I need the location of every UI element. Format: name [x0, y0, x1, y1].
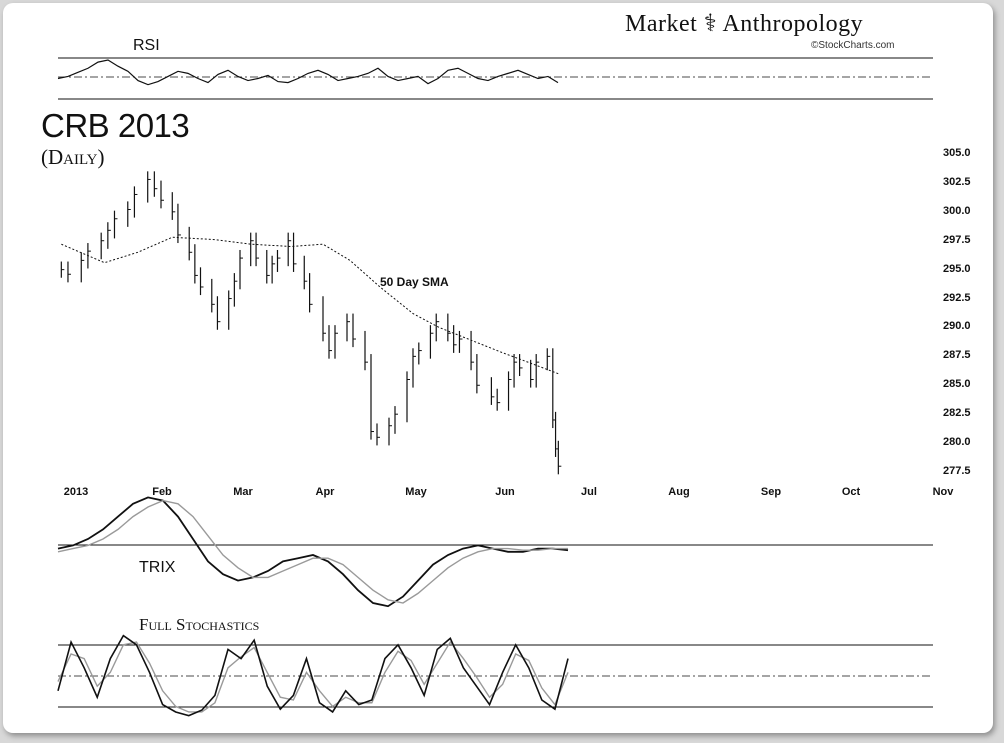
y-tick-label: 290.0: [943, 320, 971, 333]
y-tick-label: 302.5: [943, 175, 971, 188]
sma-line: [61, 236, 559, 375]
stockcharts-credit: ©StockCharts.com: [811, 40, 895, 51]
y-tick-label: 295.0: [943, 262, 971, 275]
x-tick-label: Mar: [233, 486, 253, 498]
y-tick-label: 277.5: [943, 465, 971, 477]
x-tick-label: Nov: [932, 486, 954, 498]
y-tick-label: 280.0: [943, 436, 971, 449]
x-tick-label: Aug: [668, 486, 690, 498]
y-tick-label: 282.5: [943, 407, 971, 420]
x-tick-label: Jun: [495, 486, 515, 498]
stochastics-label: Full Stochastics: [139, 615, 260, 634]
sma-annotation: 50 Day SMA: [380, 275, 449, 289]
chart-svg: [57, 57, 933, 717]
chart-card: Market ⚕ Anthropology ©StockCharts.com C…: [3, 3, 993, 733]
trix-signal-line: [57, 499, 568, 604]
x-tick-label: Feb: [152, 486, 172, 498]
y-tick-label: 300.0: [943, 204, 971, 217]
y-tick-label: 285.0: [943, 378, 971, 391]
x-tick-label: Apr: [315, 486, 335, 498]
y-tick-label: 305.0: [943, 147, 971, 159]
brand-logo: Market ⚕ Anthropology: [625, 9, 863, 38]
trix-label: TRIX: [139, 559, 176, 576]
x-tick-label: 2013: [63, 486, 89, 498]
trix-line: [57, 496, 569, 608]
chart-title: CRB 2013: [41, 107, 190, 144]
chart-subtitle: (Daily): [41, 145, 105, 169]
x-tick-label: Oct: [841, 486, 861, 498]
y-tick-label: 287.5: [943, 349, 971, 362]
x-tick-label: Jul: [581, 486, 597, 498]
rsi-label: RSI: [133, 37, 160, 54]
x-tick-label: May: [405, 486, 427, 498]
y-tick-label: 297.5: [943, 233, 971, 246]
stoch-k-line: [57, 634, 569, 717]
rsi-line: [57, 59, 559, 86]
y-tick-label: 292.5: [943, 291, 971, 304]
brand-name: Market ⚕ Anthropology: [625, 11, 864, 37]
x-tick-label: Sep: [760, 486, 782, 498]
